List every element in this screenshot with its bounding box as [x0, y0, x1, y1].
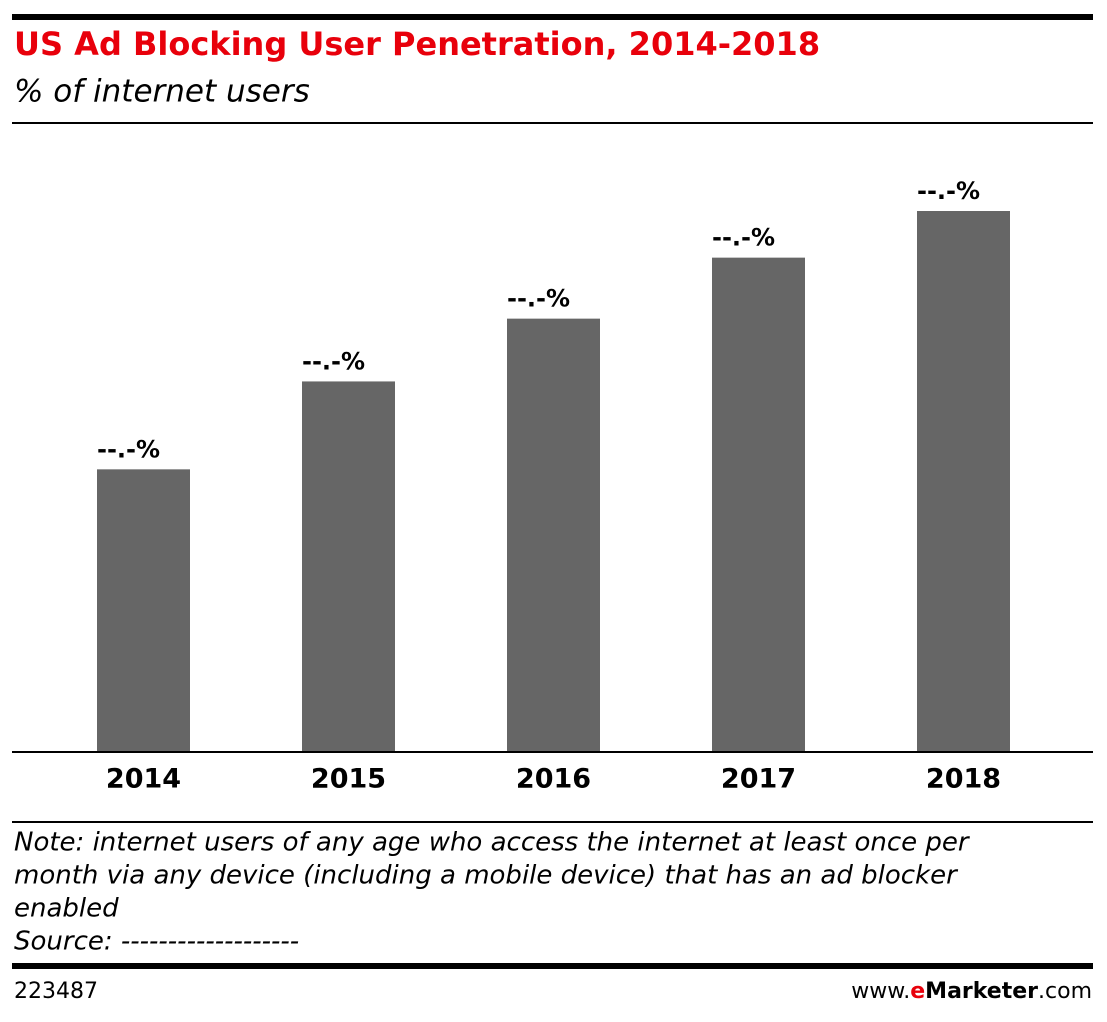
- value-label: --.-%: [507, 285, 570, 313]
- top-rule: [12, 14, 1093, 20]
- x-tick-label: 2017: [721, 764, 796, 795]
- value-label: --.-%: [97, 435, 160, 463]
- site-suffix: .com: [1038, 979, 1092, 1004]
- note-rule: [12, 821, 1093, 823]
- x-tick-label: 2015: [311, 764, 386, 795]
- site-brand-initial: e: [910, 979, 925, 1004]
- value-label: --.-%: [917, 177, 980, 205]
- value-label: --.-%: [712, 224, 775, 252]
- x-tick-label: 2018: [926, 764, 1001, 795]
- bar: [302, 381, 395, 751]
- bar: [917, 211, 1010, 751]
- baseline: [12, 751, 1093, 753]
- site-brand: Marketer: [925, 979, 1038, 1004]
- bottom-rule: [12, 963, 1093, 969]
- x-tick-label: 2016: [516, 764, 591, 795]
- bar: [97, 469, 190, 751]
- note-line: enabled: [14, 894, 119, 924]
- header-rule: [12, 122, 1093, 124]
- chart-id: 223487: [14, 979, 98, 1004]
- chart-title: US Ad Blocking User Penetration, 2014-20…: [14, 25, 820, 63]
- bar: [507, 318, 600, 751]
- bar: [712, 257, 805, 751]
- site-prefix: www.: [851, 979, 910, 1004]
- source: Source: -------------------: [14, 927, 299, 957]
- x-tick-label: 2014: [106, 764, 181, 795]
- chart-subtitle: % of internet users: [14, 74, 310, 110]
- notes: Note: internet users of any age who acce…: [14, 828, 971, 924]
- note-line: Note: internet users of any age who acce…: [14, 828, 971, 858]
- note-line: month via any device (including a mobile…: [14, 861, 959, 891]
- site: www.eMarketer.com: [851, 979, 1092, 1004]
- value-label: --.-%: [302, 347, 365, 375]
